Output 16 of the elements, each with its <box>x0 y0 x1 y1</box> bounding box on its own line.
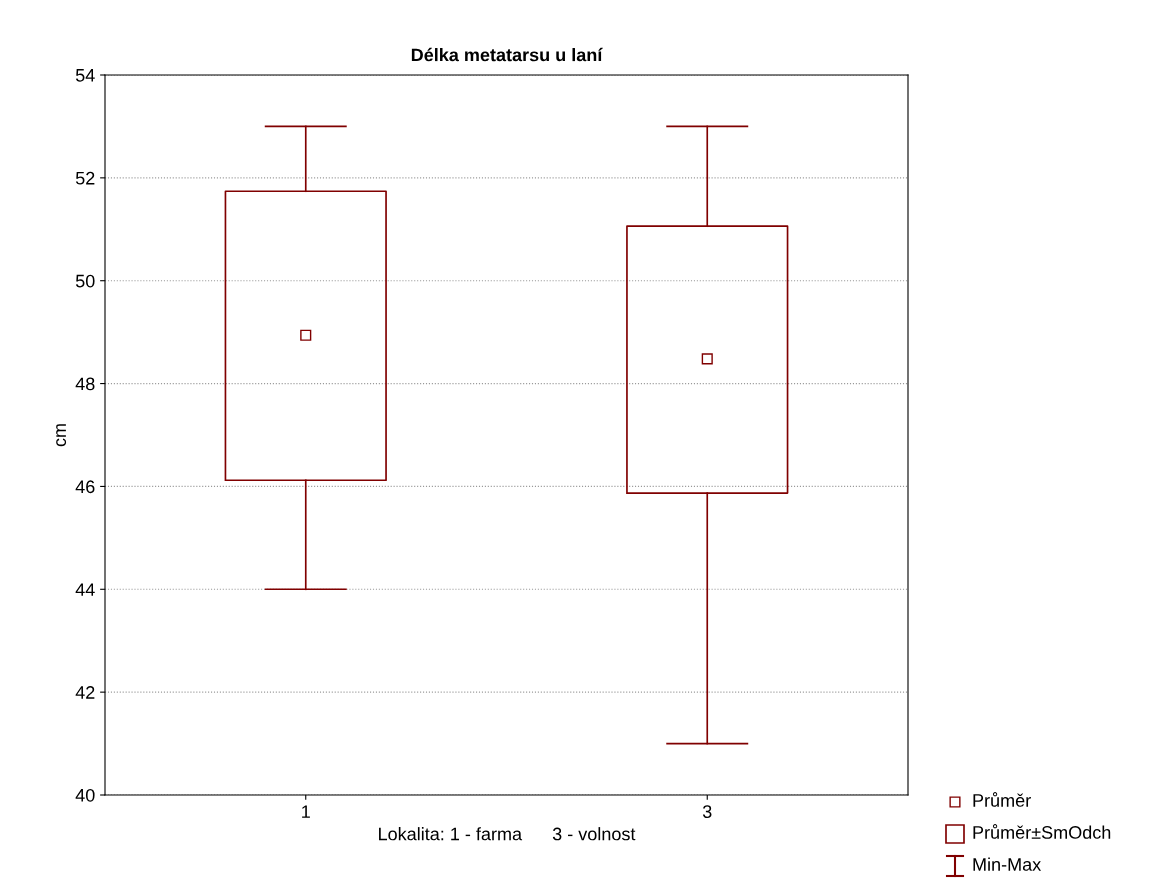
x-tick-label: 3 <box>702 805 712 818</box>
y-tick-label: 52 <box>75 171 95 185</box>
x-axis-title: Lokalita: 1 - farma 3 - volnost <box>379 827 636 841</box>
y-axis-title: cm <box>56 424 67 447</box>
x-tick-label: 1 <box>302 805 310 818</box>
y-tick-label: 50 <box>75 274 95 288</box>
y-tick-label: 46 <box>75 480 95 494</box>
text: Průměr±SmOdch <box>973 824 1111 839</box>
text: Průměr <box>973 792 1031 807</box>
y-tick-label: 54 <box>75 69 95 82</box>
y-tick-label: 40 <box>75 788 95 802</box>
y-tick-label: 44 <box>75 583 95 596</box>
y-tick-label: 42 <box>75 686 95 699</box>
chart-title: Délka metatarsu u laní <box>411 47 603 62</box>
text: Min-Max <box>973 857 1042 871</box>
y-tick-label: 48 <box>75 377 95 391</box>
